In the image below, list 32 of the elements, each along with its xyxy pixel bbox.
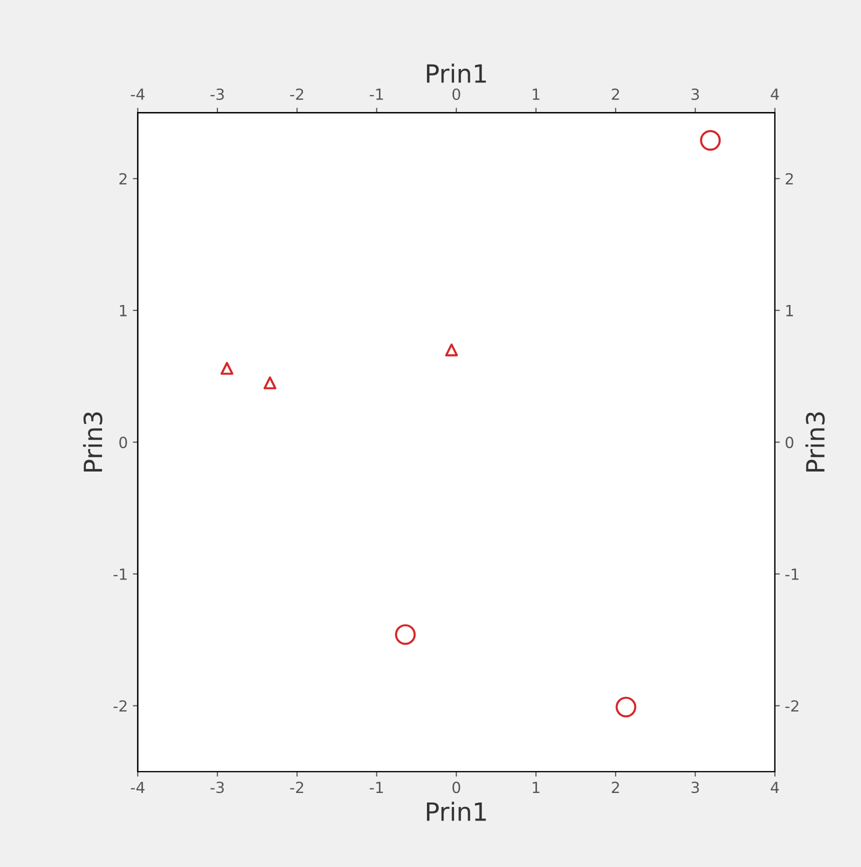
x2-tick-label: 2 <box>612 88 619 100</box>
x-tick-label: -3 <box>210 782 224 794</box>
x-tick-label: -2 <box>290 782 304 793</box>
x-tick-label: -1 <box>370 782 383 793</box>
x-tick-label: 3 <box>692 782 699 794</box>
x2-tick-label: -1 <box>370 88 383 100</box>
y2-tick-label: 0 <box>786 436 794 448</box>
y2-tick-label: 2 <box>786 173 793 184</box>
x2-tick-label: 0 <box>452 88 460 100</box>
x2-tick-label: 3 <box>692 88 699 100</box>
y-tick-label: -1 <box>114 568 127 580</box>
x2-tick-label: -3 <box>210 88 224 100</box>
y-tick-label: 0 <box>119 436 128 448</box>
y2-axis-title: Prin3 <box>805 412 825 472</box>
y2-tick-label: 1 <box>786 305 793 316</box>
y-tick-label: -2 <box>114 700 127 712</box>
x2-tick-label: -2 <box>290 88 304 100</box>
y-tick-label: 2 <box>119 173 127 184</box>
x2-tick-label: 4 <box>770 88 779 100</box>
x-tick-label: 2 <box>612 782 619 793</box>
y-axis-title: Prin3 <box>83 412 102 472</box>
y2-tick-label: -2 <box>785 700 798 712</box>
x-axis-title: Prin1 <box>426 802 486 821</box>
y-tick-label: 1 <box>120 305 127 316</box>
x-tick-label: 0 <box>452 782 460 794</box>
x-tick-label: -4 <box>130 782 145 793</box>
x2-tick-label: 1 <box>532 88 540 100</box>
x-tick-label: 4 <box>770 782 779 793</box>
x-tick-label: 1 <box>532 782 540 793</box>
x2-axis-title: Prin1 <box>426 64 486 83</box>
x2-tick-label: -4 <box>130 88 145 100</box>
y2-tick-label: -1 <box>785 568 798 580</box>
